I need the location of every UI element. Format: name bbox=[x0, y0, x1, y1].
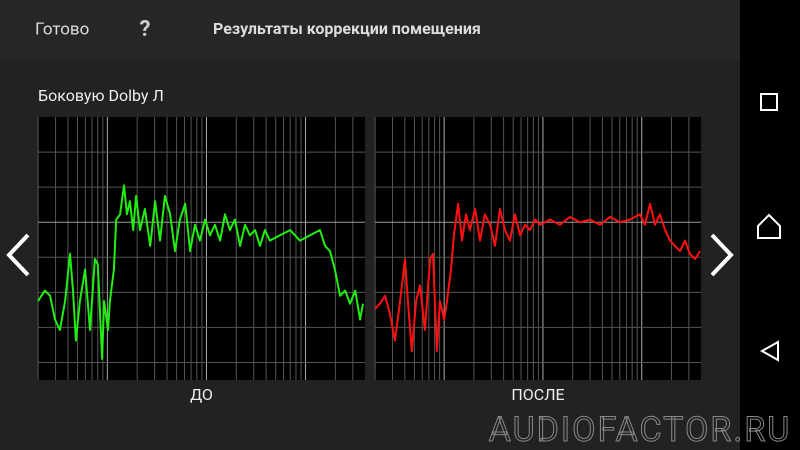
response-curve bbox=[374, 202, 701, 353]
back-button[interactable] bbox=[759, 340, 779, 362]
chart-label: ПОСЛЕ bbox=[511, 385, 564, 404]
recents-button[interactable] bbox=[760, 93, 778, 111]
watermark: AUDIOFACTOR.RU bbox=[489, 410, 792, 450]
channel-name: Боковую Dolby Л bbox=[38, 86, 164, 105]
page-title: Результаты коррекции помещения bbox=[213, 19, 481, 38]
home-button[interactable] bbox=[757, 213, 781, 239]
prev-arrow[interactable] bbox=[6, 233, 30, 277]
nav-bar bbox=[740, 0, 800, 450]
response-curve bbox=[37, 184, 364, 360]
next-arrow[interactable] bbox=[710, 233, 734, 277]
chart-label: ДО bbox=[190, 385, 213, 404]
top-bar bbox=[0, 0, 740, 60]
help-button[interactable]: ? bbox=[140, 17, 151, 42]
done-button[interactable]: Готово bbox=[35, 19, 89, 39]
